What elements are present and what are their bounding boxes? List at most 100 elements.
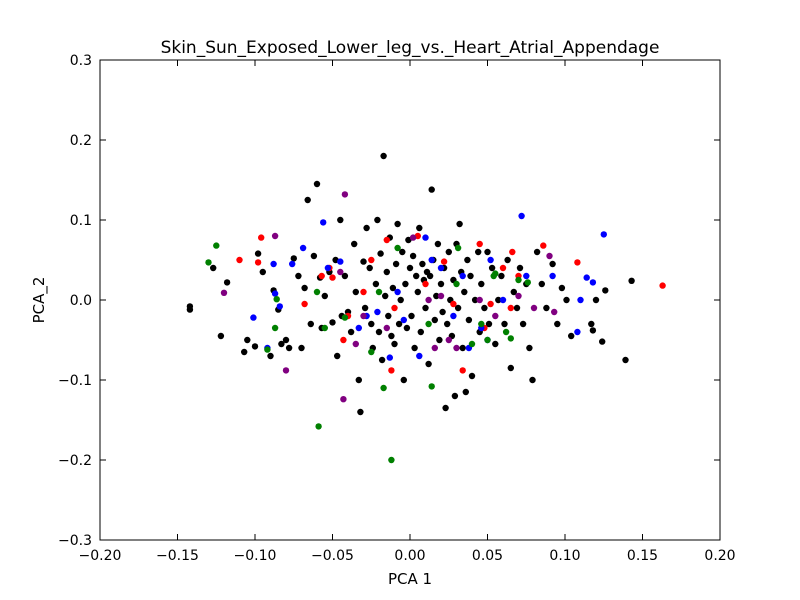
data-point (416, 224, 423, 232)
data-point (205, 259, 212, 266)
data-point (355, 324, 362, 332)
data-point (488, 264, 496, 272)
data-point (450, 312, 457, 320)
data-point (334, 352, 341, 360)
data-point (341, 191, 349, 198)
data-point (425, 320, 432, 328)
data-point (546, 252, 553, 260)
plot-frame (99, 59, 721, 541)
data-point (454, 244, 462, 252)
data-point (453, 280, 460, 288)
y-tick-label: −0.3 (58, 533, 92, 549)
data-point (313, 180, 321, 188)
data-point (416, 352, 423, 360)
x-tick-label: −0.20 (79, 548, 122, 564)
data-point (374, 308, 381, 316)
y-tick-label: −0.1 (58, 373, 92, 389)
data-point (428, 256, 435, 264)
data-point (622, 356, 629, 364)
data-point (574, 328, 581, 336)
data-point (425, 296, 432, 304)
data-point (509, 248, 516, 256)
data-point (318, 272, 325, 280)
data-point (329, 319, 336, 326)
data-point (502, 328, 510, 336)
data-point (236, 256, 243, 264)
data-point (529, 376, 536, 384)
data-point (366, 264, 373, 272)
data-point (507, 304, 514, 312)
data-point (419, 260, 426, 268)
data-point (468, 372, 476, 380)
data-point (341, 272, 349, 280)
data-point (440, 258, 448, 265)
data-point (368, 256, 375, 264)
y-tick-label: 0.2 (70, 133, 92, 149)
data-point (341, 314, 349, 321)
data-point (372, 280, 380, 288)
data-point (589, 327, 597, 334)
data-point (241, 348, 248, 356)
x-tick-label: 0.15 (627, 548, 658, 564)
data-point (388, 367, 395, 374)
data-point (304, 196, 311, 204)
y-tick-label: 0.0 (70, 293, 92, 309)
x-tick-label: −0.05 (311, 548, 354, 564)
data-point (394, 220, 401, 228)
x-tick-label: 0.10 (549, 548, 580, 564)
data-point (513, 304, 521, 312)
data-point (409, 234, 417, 241)
data-point (378, 356, 386, 364)
data-point (577, 296, 584, 304)
data-point (395, 320, 403, 328)
data-point (307, 320, 314, 328)
data-point (340, 396, 347, 403)
data-point (450, 300, 457, 308)
data-point (485, 320, 493, 328)
data-point (186, 303, 194, 310)
data-point (563, 296, 570, 304)
data-point (428, 186, 435, 193)
data-point (213, 242, 220, 249)
data-point (445, 336, 452, 344)
data-point (315, 423, 322, 430)
data-point (558, 284, 566, 292)
data-point (499, 296, 507, 304)
data-point (659, 282, 666, 289)
data-point (600, 231, 607, 238)
data-point (355, 376, 362, 384)
data-point (360, 258, 367, 265)
data-point (251, 343, 259, 350)
data-point (220, 289, 228, 296)
data-point (492, 312, 499, 320)
data-point (481, 304, 488, 312)
y-tick-label: −0.2 (58, 453, 92, 469)
data-point (515, 276, 522, 284)
data-point (518, 212, 525, 220)
data-point (478, 320, 485, 328)
data-point (487, 256, 494, 264)
data-point (405, 236, 412, 244)
data-point (368, 348, 375, 356)
x-tick-label: 0.20 (704, 548, 735, 564)
data-point (299, 244, 307, 252)
data-point (386, 354, 393, 361)
data-point (516, 264, 524, 272)
data-point (254, 259, 262, 266)
data-point (295, 272, 302, 280)
data-point (456, 220, 463, 228)
data-point (285, 344, 293, 352)
data-point (244, 336, 251, 344)
data-point (397, 296, 404, 304)
data-point (259, 268, 266, 276)
data-point (392, 260, 400, 268)
data-point (375, 288, 383, 296)
data-point (414, 288, 421, 296)
data-point (411, 344, 418, 352)
data-point (476, 296, 483, 304)
data-point (388, 456, 395, 464)
data-point (363, 224, 370, 232)
data-point (507, 364, 514, 372)
data-point (504, 256, 511, 264)
data-point (628, 277, 635, 284)
